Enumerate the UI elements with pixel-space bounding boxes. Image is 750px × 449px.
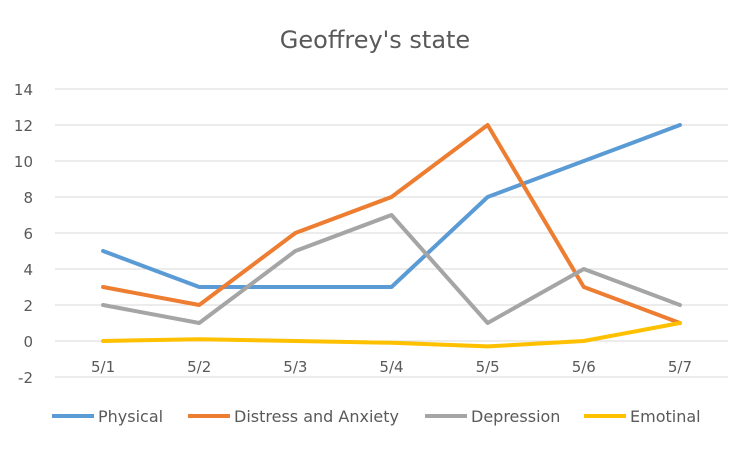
y-tick-label: 2 — [23, 297, 33, 315]
x-tick-label: 5/6 — [572, 358, 596, 376]
x-tick-label: 5/5 — [476, 358, 500, 376]
y-tick-label: 8 — [23, 189, 33, 207]
x-tick-label: 5/7 — [668, 358, 692, 376]
y-tick-label: 10 — [14, 153, 33, 171]
y-tick-label: 0 — [23, 333, 33, 351]
series-lines — [101, 123, 682, 349]
series-line-emotinal — [101, 321, 682, 349]
legend-label-emotinal: Emotinal — [630, 407, 701, 426]
y-axis-tick-labels: -2 0 2 4 6 8 10 12 14 — [14, 81, 33, 387]
x-tick-label: 5/3 — [283, 358, 307, 376]
y-tick-label: 14 — [14, 81, 33, 99]
series-line-distress-and-anxiety — [101, 123, 682, 325]
y-tick-label: 4 — [23, 261, 33, 279]
legend: Physical Distress and Anxiety Depression Em… — [52, 407, 701, 426]
y-tick-label: 6 — [23, 225, 33, 243]
x-axis-tick-labels: 5/1 5/2 5/3 5/4 5/5 5/6 5/7 — [91, 358, 692, 376]
legend-label-distress-and-anxiety: Distress and Anxiety — [234, 407, 399, 426]
x-tick-label: 5/2 — [187, 358, 211, 376]
x-tick-label: 5/4 — [379, 358, 403, 376]
x-tick-label: 5/1 — [91, 358, 115, 376]
y-tick-label: 12 — [14, 117, 33, 135]
series-line-depression — [101, 213, 682, 325]
y-tick-label: -2 — [18, 369, 33, 387]
legend-label-physical: Physical — [98, 407, 163, 426]
chart-title: Geoffrey's state — [280, 26, 470, 54]
series-line-physical — [101, 123, 682, 289]
legend-label-depression: Depression — [471, 407, 560, 426]
